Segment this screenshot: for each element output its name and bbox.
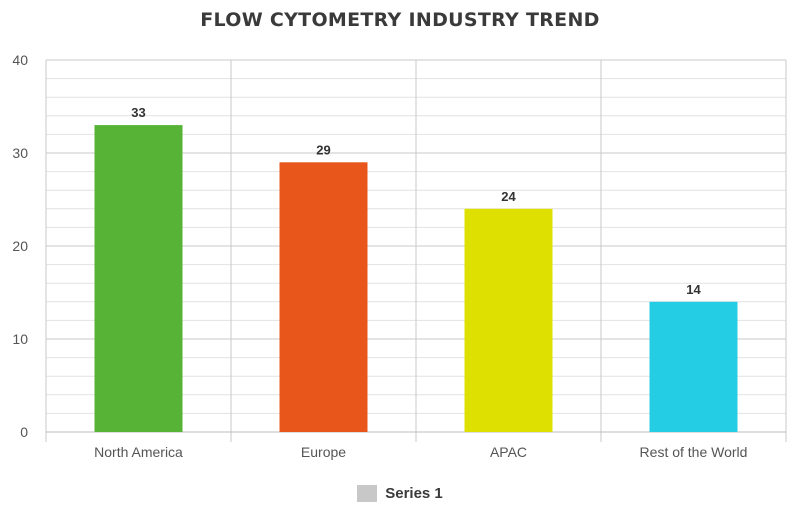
bar-north-america: [94, 125, 183, 432]
legend-label: Series 1: [385, 485, 443, 502]
y-tick-label: 40: [12, 52, 28, 68]
x-tick-label: Europe: [301, 444, 346, 460]
y-tick-label: 20: [12, 238, 28, 254]
x-tick-label: Rest of the World: [640, 444, 748, 460]
bars: [94, 125, 738, 433]
bar-rest-of-the-world: [649, 301, 738, 432]
chart-title: FLOW CYTOMETRY INDUSTRY TREND: [200, 9, 600, 31]
x-tick-label: APAC: [490, 444, 527, 460]
bar-chart: 0 10 20 30 40 33 North America 29 Europe 24 APAC 1…: [12, 52, 787, 460]
data-label: 29: [316, 142, 330, 157]
legend-swatch: [357, 485, 378, 502]
bar-apac: [464, 208, 553, 432]
y-tick-label: 30: [12, 145, 28, 161]
bar-europe: [279, 162, 368, 433]
y-tick-label: 0: [20, 424, 28, 440]
data-label: 14: [686, 282, 701, 297]
y-tick-label: 10: [12, 331, 28, 347]
data-label: 24: [501, 189, 516, 204]
legend: Series 1: [0, 485, 800, 502]
labels: 33 North America 29 Europe 24 APAC 14 Rest of t…: [94, 105, 747, 460]
x-tick-label: North America: [94, 444, 183, 460]
data-label: 33: [131, 105, 145, 120]
